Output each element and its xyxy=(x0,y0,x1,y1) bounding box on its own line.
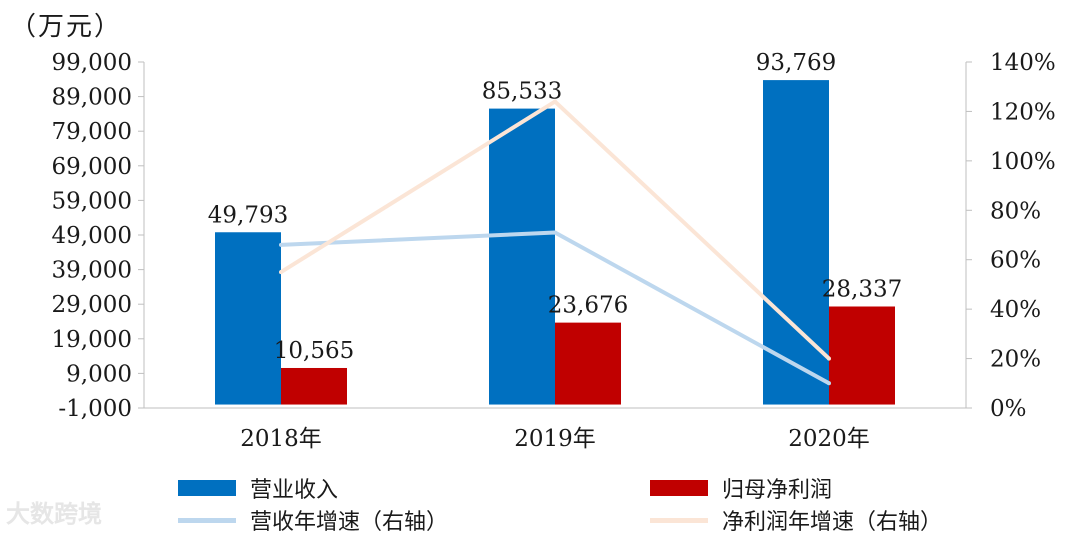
left-axis-tick-label: 9,000 xyxy=(66,361,132,387)
profit-growth-line-point xyxy=(553,99,557,104)
legend-item-revenue-growth: 营收年增速（右轴） xyxy=(178,504,448,536)
net-profit-bar-label: 10,565 xyxy=(274,338,354,364)
x-axis-category-label: 2018年 xyxy=(240,426,322,452)
left-axis-tick-label: 29,000 xyxy=(52,292,132,318)
left-axis-tick-label: 99,000 xyxy=(52,50,132,76)
net-profit-bar-label: 23,676 xyxy=(548,293,628,319)
legend-label-revenue: 营业收入 xyxy=(250,478,339,503)
legend-label-profit-growth: 净利润年增速（右轴） xyxy=(722,510,943,535)
right-axis-tick-label: 20% xyxy=(990,347,1041,373)
watermark: 大数跨境 xyxy=(6,500,102,528)
legend-swatch-revenue xyxy=(178,480,236,496)
legend-item-profit-growth: 净利润年增速（右轴） xyxy=(650,504,942,536)
legend-label-net-profit: 归母净利润 xyxy=(722,478,833,503)
revenue-bar-label: 93,769 xyxy=(756,50,836,76)
revenue-bar xyxy=(489,108,555,405)
right-axis-tick-label: 140% xyxy=(990,50,1056,76)
x-axis-category-label: 2019年 xyxy=(514,426,596,452)
left-axis-tick-label: -1,000 xyxy=(58,396,132,422)
revenue-growth-line-point xyxy=(553,230,557,235)
net-profit-bar xyxy=(281,367,347,405)
legend-item-revenue: 营业收入 xyxy=(178,472,338,504)
left-axis-tick-label: 69,000 xyxy=(52,154,132,180)
left-axis-tick-label: 39,000 xyxy=(52,258,132,284)
revenue-bar xyxy=(763,80,829,405)
legend-swatch-revenue-growth xyxy=(178,517,236,523)
right-axis-tick-label: 40% xyxy=(990,297,1041,323)
right-axis-tick-label: 80% xyxy=(990,198,1041,224)
net-profit-bar-label: 28,337 xyxy=(822,276,902,302)
left-axis-tick-label: 49,000 xyxy=(52,223,132,249)
legend-swatch-profit-growth xyxy=(650,517,708,523)
revenue-bar xyxy=(215,232,281,405)
left-axis-tick-label: 79,000 xyxy=(52,119,132,145)
x-axis-category-label: 2020年 xyxy=(788,426,870,452)
legend-item-net-profit: 归母净利润 xyxy=(650,472,832,504)
right-axis-tick-label: 60% xyxy=(990,248,1041,274)
profit-growth-line-point xyxy=(279,270,283,275)
legend-label-revenue-growth: 营收年增速（右轴） xyxy=(250,510,449,535)
revenue-growth-line-point xyxy=(279,242,283,247)
profit-growth-line-point xyxy=(827,356,831,361)
unit-label: （万元） xyxy=(10,12,123,42)
right-axis-tick-label: 100% xyxy=(990,149,1056,175)
right-axis-tick-label: 0% xyxy=(990,396,1027,422)
left-axis-tick-label: 19,000 xyxy=(52,327,132,353)
legend-swatch-net-profit xyxy=(650,480,708,496)
right-axis-tick-label: 120% xyxy=(990,99,1056,125)
revenue-bar-label: 49,793 xyxy=(208,202,288,228)
revenue-bar-label: 85,533 xyxy=(482,79,562,105)
left-axis-tick-label: 89,000 xyxy=(52,85,132,111)
net-profit-bar xyxy=(829,306,895,405)
revenue-growth-line-point xyxy=(827,381,831,386)
net-profit-bar xyxy=(555,322,621,405)
left-axis-tick-label: 59,000 xyxy=(52,188,132,214)
